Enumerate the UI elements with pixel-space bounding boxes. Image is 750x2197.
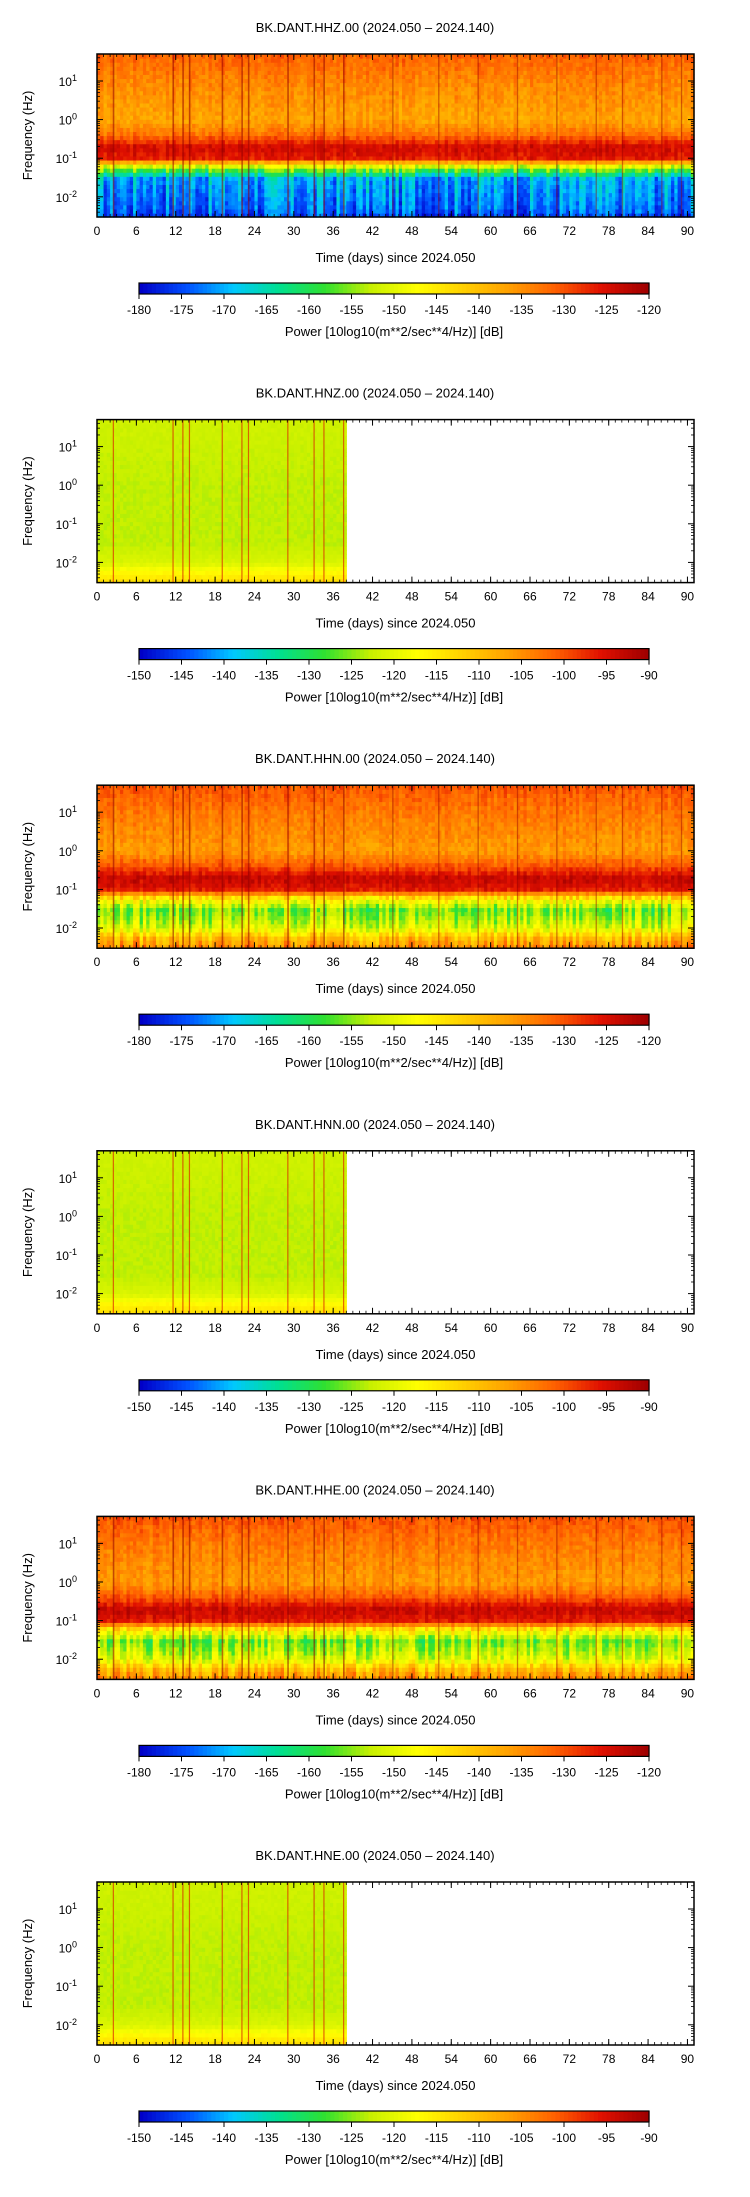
spectrogram-figure: BK.DANT.HHZ.00 (2024.050 – 2024.140)0 6 12… [0, 0, 750, 2197]
spectrogram-page: BK.DANT.HHZ.00 (2024.050 – 2024.140) 0 6 12… [0, 0, 750, 2197]
heatmap-area [97, 54, 695, 218]
spectrogram-panel: BK.DANT.HHZ.00 (2024.050 – 2024.140)0 6 12… [20, 20, 695, 339]
panel-title: BK.DANT.HHZ.00 (2024.050 – 2024.140) [256, 20, 494, 35]
